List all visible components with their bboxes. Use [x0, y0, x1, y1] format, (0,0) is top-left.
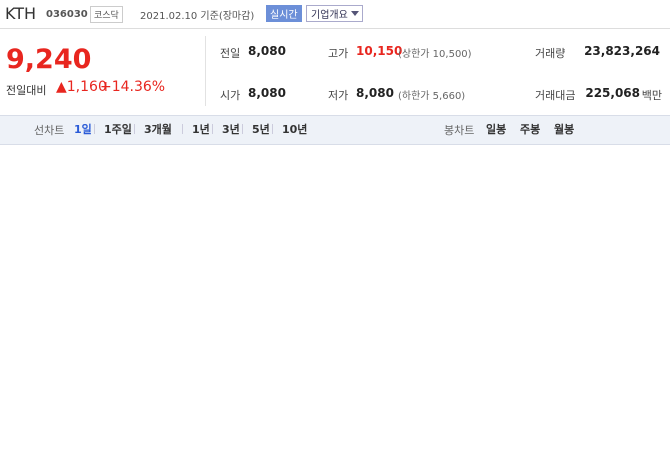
tab-divider — [134, 124, 135, 134]
divider — [0, 28, 670, 29]
candle-tab[interactable]: 일봉 — [486, 123, 507, 136]
candle-tab[interactable]: 월봉 — [554, 123, 575, 136]
period-tab[interactable]: 1일 — [74, 123, 92, 136]
change-label: 전일대비 — [6, 84, 47, 97]
stat-value: 225,068 — [585, 86, 640, 100]
period-tab[interactable]: 10년 — [282, 123, 308, 136]
realtime-button[interactable]: 실시간 — [266, 5, 302, 22]
stock-code: 036030 — [46, 9, 88, 20]
stat-label: 거래대금 — [535, 89, 576, 102]
stat-value: 10,150 — [356, 44, 403, 58]
stat-value: 8,080 — [248, 44, 286, 58]
tab-divider — [182, 124, 183, 134]
period-tab[interactable]: 5년 — [252, 123, 270, 136]
candle-tab[interactable]: 주봉 — [520, 123, 541, 136]
date: 2021.02.10 기준(장마감) — [140, 11, 255, 22]
company-info-label: 기업개요 — [311, 10, 348, 21]
chart — [0, 143, 670, 451]
stock-name: KTH — [5, 4, 37, 23]
period-tab[interactable]: 3개월 — [144, 123, 172, 136]
tab-divider — [242, 124, 243, 134]
change: ▲1,160 — [56, 79, 107, 95]
stat-note: (하한가 5,660) — [398, 91, 466, 102]
price: 9,240 — [6, 44, 92, 75]
stat-label: 저가 — [328, 89, 349, 102]
period-tab[interactable]: 1주일 — [104, 123, 132, 136]
stat-note: 백만 — [641, 89, 662, 102]
stat-value: 8,080 — [248, 86, 286, 100]
period-tab[interactable]: 1년 — [192, 123, 210, 136]
period-tab[interactable]: 3년 — [222, 123, 240, 136]
stat-value: 8,080 — [356, 86, 394, 100]
tab-bar — [0, 115, 670, 145]
market-badge: 코스닥 — [90, 6, 123, 23]
stat-label: 시가 — [220, 89, 241, 102]
divider — [205, 36, 206, 106]
stat-value: 23,823,264 — [584, 44, 660, 58]
tab-divider — [272, 124, 273, 134]
tab-divider — [212, 124, 213, 134]
change-rate: +14.36% — [100, 79, 166, 95]
tab-divider — [94, 124, 95, 134]
stat-label: 고가 — [328, 47, 349, 60]
stat-note: (상한가 10,500) — [398, 49, 472, 60]
company-info-button[interactable]: 기업개요10,2479,6519,0558,4597,86302/0902/10… — [306, 5, 363, 22]
stat-label: 거래량 — [535, 47, 566, 60]
line-chart-label: 선차트 — [34, 124, 65, 137]
candle-chart-label: 봉차트 — [444, 124, 475, 137]
dropdown-icon: 10,2479,6519,0558,4597,86302/0902/1010:0… — [350, 11, 359, 16]
stat-label: 전일 — [220, 47, 241, 60]
